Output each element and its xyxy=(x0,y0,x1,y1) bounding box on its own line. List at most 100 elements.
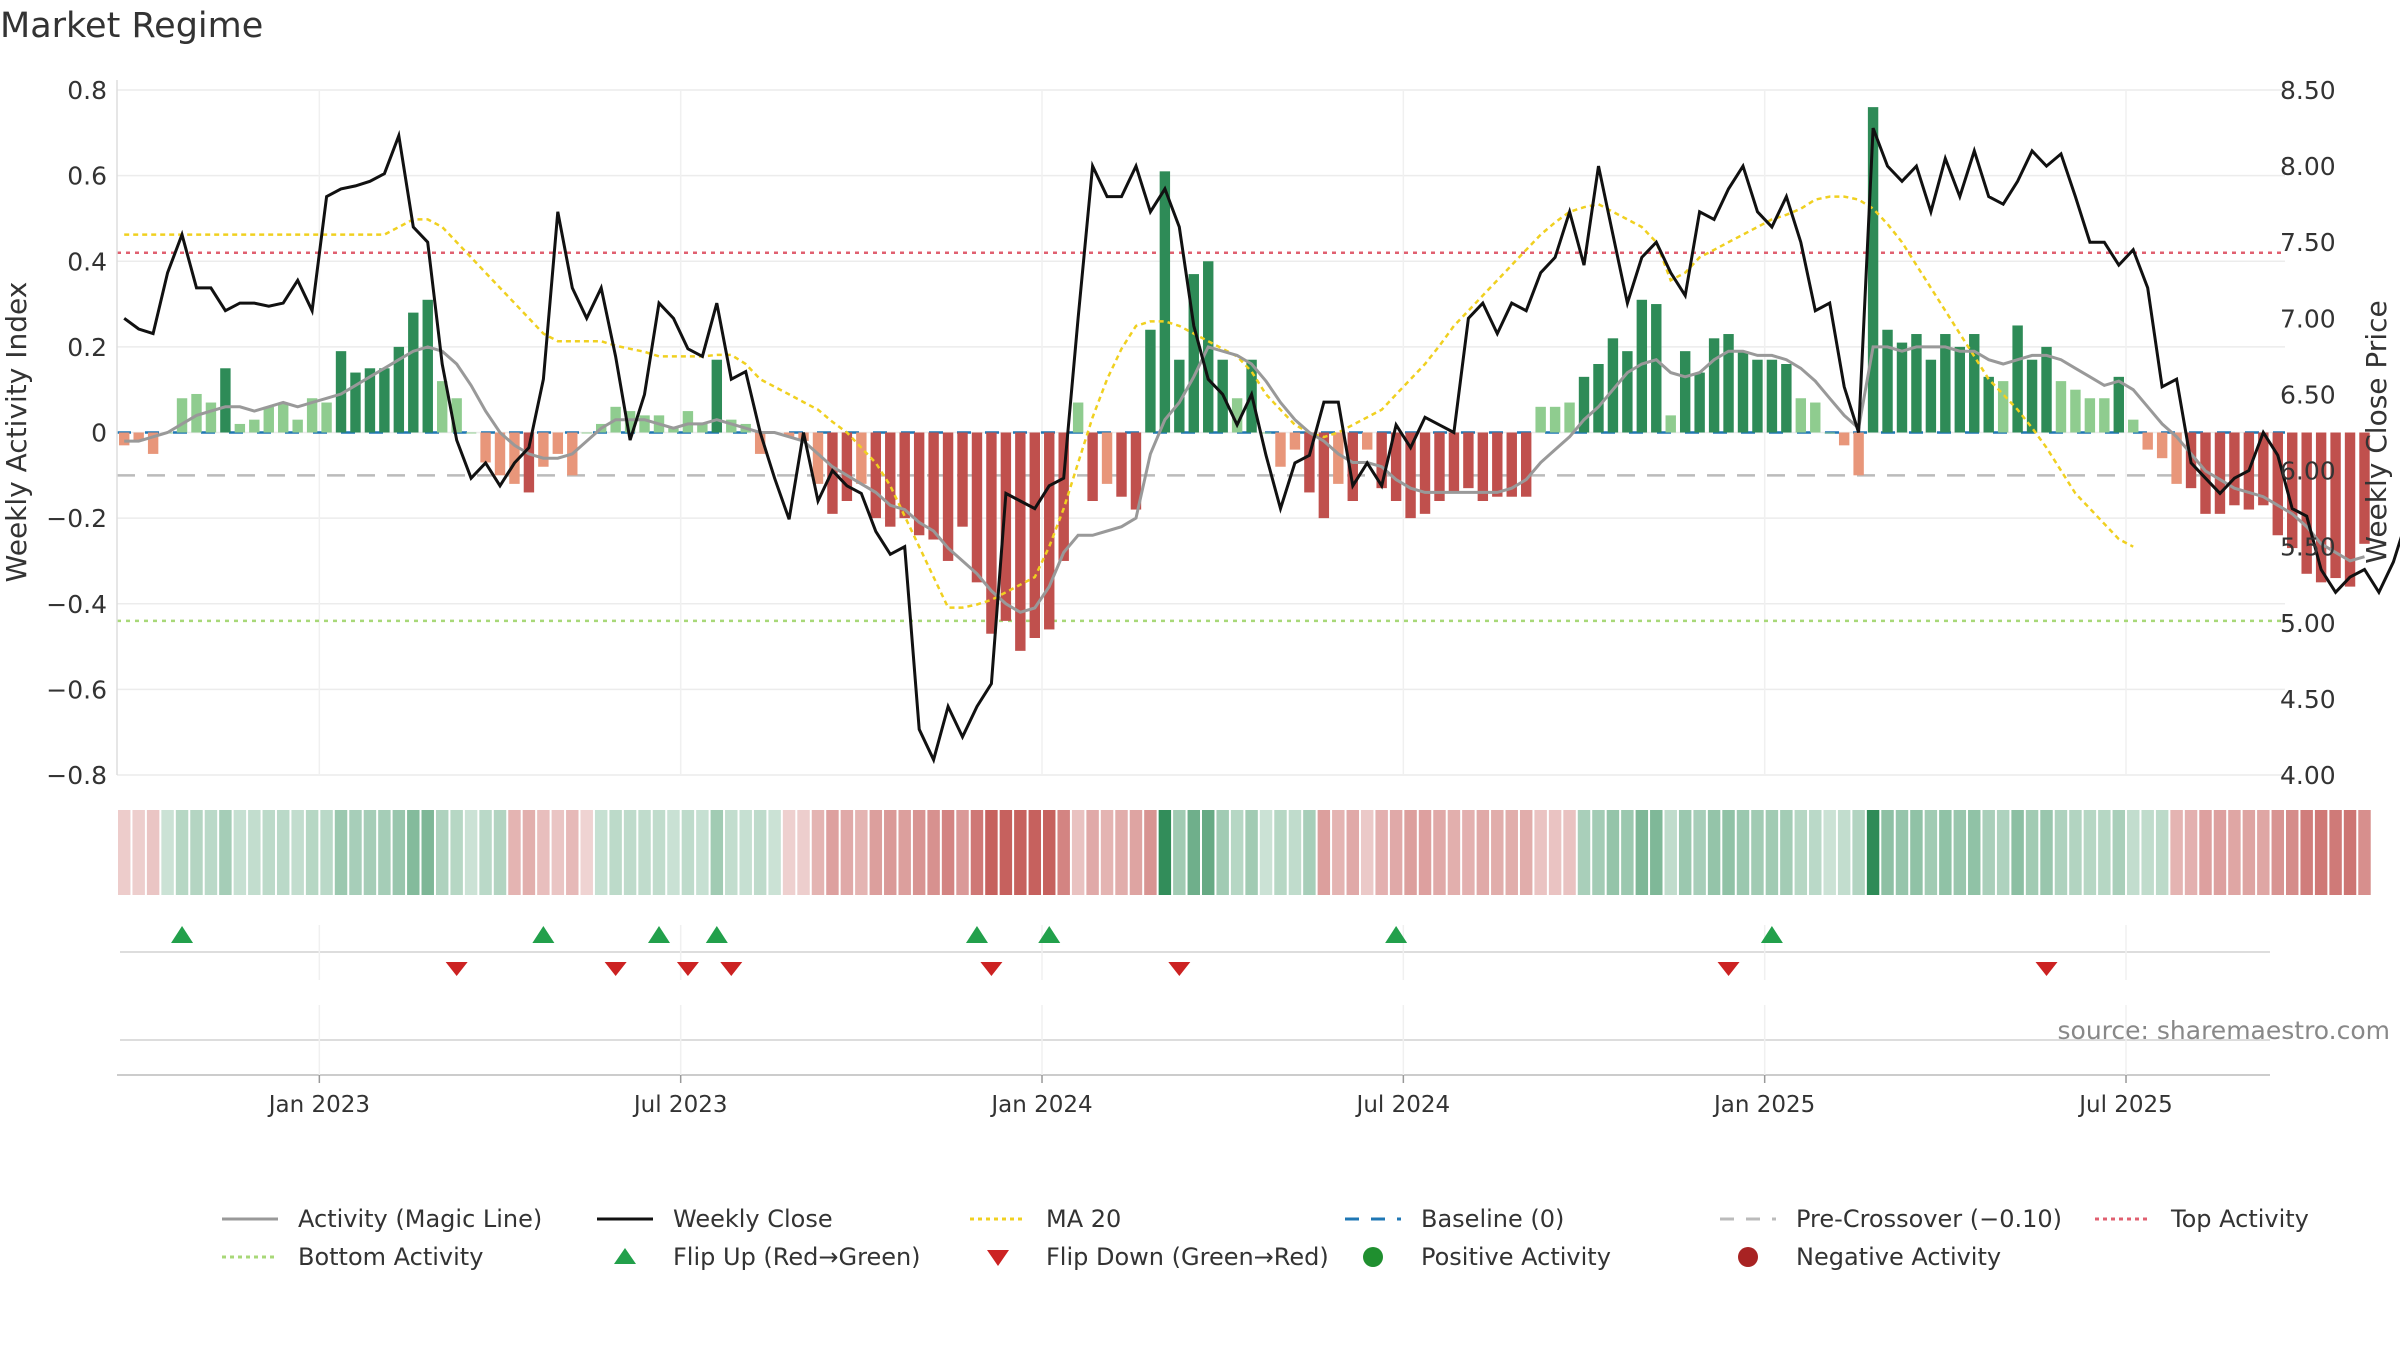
activity-bar xyxy=(2200,432,2211,514)
activity-bar xyxy=(408,312,419,433)
flip-up-marker xyxy=(648,926,670,943)
regime-cell xyxy=(2314,810,2328,895)
regime-cell xyxy=(551,810,565,895)
activity-bar xyxy=(2330,432,2341,579)
regime-cell xyxy=(1563,810,1576,895)
line-icon xyxy=(597,1217,653,1221)
regime-cell xyxy=(1245,810,1258,895)
activity-bar xyxy=(942,432,954,561)
activity-bar xyxy=(2315,432,2327,583)
line-icon xyxy=(222,1217,278,1221)
regime-cell xyxy=(898,810,911,895)
legend-item: Weekly Close xyxy=(595,1205,833,1233)
regime-cell xyxy=(1288,810,1302,895)
activity-bar xyxy=(1867,107,1879,433)
activity-bar xyxy=(1448,432,1460,493)
y-tick-label-right: 7.50 xyxy=(2280,228,2336,257)
activity-bar xyxy=(783,432,795,437)
regime-cell xyxy=(710,810,724,895)
regime-cell xyxy=(652,810,666,895)
regime-cell xyxy=(1259,810,1273,895)
y-tick-label-right: 8.50 xyxy=(2280,76,2336,105)
regime-cell xyxy=(1173,810,1186,895)
series-lines xyxy=(123,127,2400,765)
activity-bar xyxy=(1593,364,1604,433)
y-tick-label-left: −0.8 xyxy=(46,761,107,790)
activity-bar xyxy=(711,359,723,433)
flip-down-marker xyxy=(2035,962,2058,976)
regime-cell xyxy=(1202,810,1215,895)
regime-cell xyxy=(1462,810,1475,895)
flip-up-marker xyxy=(1038,926,1061,943)
regime-cell xyxy=(623,810,637,895)
activity-bar xyxy=(2301,432,2312,574)
legend-item: Activity (Magic Line) xyxy=(220,1205,542,1233)
regime-cell xyxy=(1722,810,1735,895)
activity-bar xyxy=(1607,338,1619,433)
activity-bar xyxy=(754,432,766,454)
flip-down-marker xyxy=(676,962,699,976)
regime-cell xyxy=(1621,810,1634,895)
regime-cell xyxy=(1606,810,1620,895)
activity-bar xyxy=(1015,432,1026,651)
activity-bar xyxy=(1174,359,1185,433)
activity-bar xyxy=(2055,381,2067,433)
regime-cell xyxy=(1794,810,1808,895)
regime-cell xyxy=(2025,810,2039,895)
y-tick-label-right: 6.50 xyxy=(2280,380,2336,409)
legend-item: Baseline (0) xyxy=(1343,1205,1564,1233)
activity-bar xyxy=(856,432,867,484)
activity-bar xyxy=(1723,334,1734,433)
y-tick-label-right: 8.00 xyxy=(2280,152,2336,181)
x-tick-label: Jan 2024 xyxy=(989,1092,1092,1118)
y-tick-label-left: 0.6 xyxy=(67,162,107,191)
activity-bar xyxy=(624,411,636,433)
activity-bar xyxy=(2171,432,2182,484)
regime-cell xyxy=(233,810,247,895)
regime-cell xyxy=(999,810,1013,895)
regime-cell xyxy=(1736,810,1750,895)
regime-cell xyxy=(305,810,319,895)
activity-bar xyxy=(436,381,448,433)
regime-cell xyxy=(941,810,955,895)
regime-cell xyxy=(826,810,839,895)
regime-cell xyxy=(190,810,203,895)
regime-cell xyxy=(1924,810,1938,895)
chart-title: Market Regime xyxy=(0,6,264,46)
regime-cell xyxy=(219,810,232,895)
line-icon xyxy=(1720,1217,1776,1221)
circle-icon xyxy=(1738,1247,1758,1267)
regime-cell xyxy=(1780,810,1793,895)
regime-cell xyxy=(609,810,622,895)
flip-up-marker xyxy=(965,926,988,943)
y-tick-label-left: −0.2 xyxy=(46,504,107,533)
flip-down-marker xyxy=(1717,962,1740,976)
activity-bar xyxy=(2099,398,2110,433)
legend-item: Top Activity xyxy=(2093,1205,2309,1233)
regime-cell xyxy=(2170,810,2183,895)
activity-bar xyxy=(1766,359,1778,433)
y-tick-label-right: 7.00 xyxy=(2280,304,2336,333)
activity-bar xyxy=(220,368,231,433)
regime-cell xyxy=(334,810,348,895)
regime-cell xyxy=(2358,810,2371,895)
activity-bar xyxy=(2041,346,2052,433)
activity-bar xyxy=(1911,334,1922,433)
activity-bar xyxy=(1000,432,1012,621)
activity-bar xyxy=(726,419,737,433)
regime-cell xyxy=(1823,810,1836,895)
legend-label: MA 20 xyxy=(1046,1205,1122,1233)
activity-bar xyxy=(1838,432,1850,446)
activity-bar xyxy=(494,432,506,476)
regime-cell xyxy=(421,810,434,895)
legend-label: Positive Activity xyxy=(1421,1243,1611,1271)
regime-cell xyxy=(840,810,854,895)
activity-bar xyxy=(1679,351,1691,433)
regime-cell xyxy=(1158,810,1172,895)
activity-bar xyxy=(364,368,376,433)
regime-cell xyxy=(768,810,781,895)
activity-bar xyxy=(133,432,144,442)
activity-bar xyxy=(812,432,824,484)
activity-bar xyxy=(1520,432,1532,497)
activity-bar xyxy=(1622,351,1633,433)
